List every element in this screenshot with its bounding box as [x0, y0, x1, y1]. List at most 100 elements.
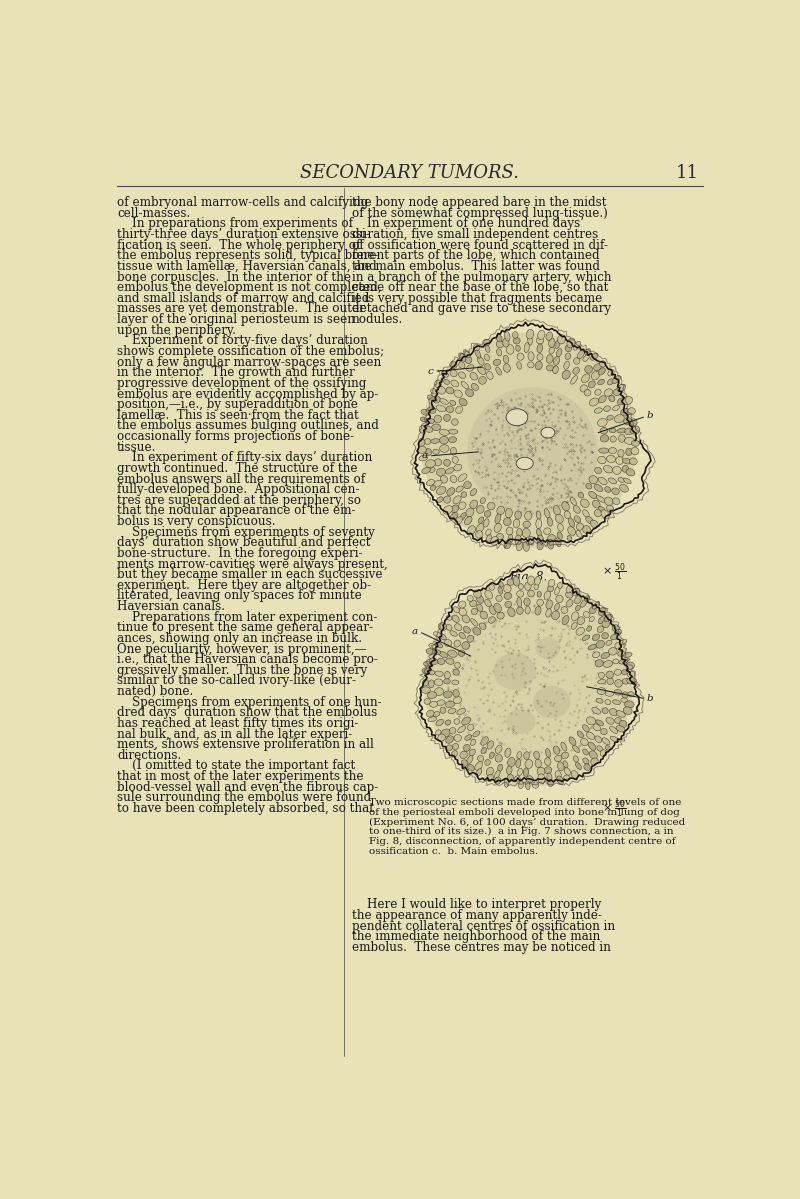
Ellipse shape: [603, 661, 613, 668]
Ellipse shape: [556, 349, 562, 357]
Ellipse shape: [444, 679, 450, 685]
Ellipse shape: [440, 707, 446, 713]
Ellipse shape: [570, 498, 577, 505]
Ellipse shape: [452, 615, 459, 622]
Ellipse shape: [423, 662, 431, 667]
Ellipse shape: [488, 616, 495, 623]
Text: i.e., that the Haversian canals become pro-: i.e., that the Haversian canals become p…: [117, 653, 378, 667]
Ellipse shape: [549, 347, 554, 354]
Ellipse shape: [490, 752, 494, 759]
Text: the appearance of many apparently inde-: the appearance of many apparently inde-: [352, 909, 602, 922]
Text: sule surrounding the embolus were found: sule surrounding the embolus were found: [117, 791, 371, 805]
Ellipse shape: [536, 511, 541, 519]
Ellipse shape: [427, 692, 437, 699]
Ellipse shape: [508, 758, 515, 767]
Ellipse shape: [446, 468, 454, 474]
Ellipse shape: [461, 381, 469, 388]
Ellipse shape: [534, 577, 540, 585]
Text: layer of the original periosteum is seen: layer of the original periosteum is seen: [117, 313, 355, 326]
Ellipse shape: [513, 577, 519, 586]
Ellipse shape: [498, 586, 502, 595]
Ellipse shape: [600, 428, 608, 434]
Text: Specimens from experiments of one hun-: Specimens from experiments of one hun-: [117, 695, 382, 709]
Ellipse shape: [585, 596, 590, 602]
Ellipse shape: [598, 477, 607, 484]
Ellipse shape: [523, 752, 530, 759]
Ellipse shape: [435, 643, 442, 647]
Ellipse shape: [596, 495, 606, 502]
Ellipse shape: [586, 483, 592, 489]
Ellipse shape: [574, 342, 581, 350]
Ellipse shape: [473, 731, 480, 737]
Ellipse shape: [622, 679, 630, 685]
Ellipse shape: [507, 775, 514, 782]
Text: the bony node appeared bare in the midst: the bony node appeared bare in the midst: [352, 197, 606, 210]
Text: Experiment of forty-five days’ duration: Experiment of forty-five days’ duration: [117, 335, 368, 348]
Ellipse shape: [610, 736, 619, 742]
Ellipse shape: [517, 752, 522, 759]
Ellipse shape: [503, 584, 511, 592]
Ellipse shape: [418, 446, 426, 453]
Ellipse shape: [558, 583, 563, 589]
Text: in the interior.  The growth and further: in the interior. The growth and further: [117, 366, 355, 379]
Ellipse shape: [522, 529, 530, 537]
Text: pendent collateral centres of ossification in: pendent collateral centres of ossificati…: [352, 920, 615, 933]
Text: tissue.: tissue.: [117, 441, 157, 453]
Ellipse shape: [557, 776, 563, 784]
Ellipse shape: [454, 607, 459, 613]
Ellipse shape: [506, 344, 514, 354]
Ellipse shape: [477, 604, 482, 611]
Text: literated, leaving only spaces for minute: literated, leaving only spaces for minut…: [117, 590, 362, 602]
Ellipse shape: [432, 424, 441, 430]
Ellipse shape: [438, 622, 446, 631]
Ellipse shape: [567, 338, 575, 348]
Ellipse shape: [628, 692, 634, 697]
Text: ferent parts of the lobe, which contained: ferent parts of the lobe, which containe…: [352, 249, 599, 263]
Ellipse shape: [596, 719, 604, 725]
Ellipse shape: [614, 689, 622, 695]
Ellipse shape: [621, 698, 628, 703]
Ellipse shape: [451, 380, 458, 387]
Text: detached and gave rise to these secondary: detached and gave rise to these secondar…: [352, 302, 611, 315]
Ellipse shape: [537, 344, 542, 353]
Ellipse shape: [574, 596, 582, 604]
Ellipse shape: [544, 528, 551, 535]
Ellipse shape: [547, 585, 554, 592]
Ellipse shape: [594, 408, 602, 414]
Ellipse shape: [600, 749, 607, 757]
Ellipse shape: [458, 474, 467, 482]
Ellipse shape: [526, 330, 534, 339]
Ellipse shape: [464, 482, 471, 489]
Ellipse shape: [454, 390, 462, 398]
Ellipse shape: [507, 579, 514, 585]
Ellipse shape: [619, 721, 627, 728]
Ellipse shape: [515, 535, 522, 546]
Ellipse shape: [555, 537, 561, 547]
Ellipse shape: [534, 584, 538, 590]
Ellipse shape: [426, 459, 435, 468]
Ellipse shape: [502, 338, 509, 347]
Ellipse shape: [517, 597, 522, 607]
Ellipse shape: [443, 506, 453, 514]
Ellipse shape: [444, 414, 450, 421]
Ellipse shape: [582, 724, 590, 731]
Ellipse shape: [485, 600, 491, 607]
Ellipse shape: [466, 388, 474, 397]
Ellipse shape: [555, 514, 563, 523]
Ellipse shape: [513, 332, 518, 338]
Ellipse shape: [478, 366, 486, 374]
Ellipse shape: [432, 650, 441, 655]
Ellipse shape: [434, 459, 442, 466]
Ellipse shape: [607, 677, 614, 685]
Ellipse shape: [454, 718, 460, 724]
Ellipse shape: [489, 605, 496, 615]
Ellipse shape: [473, 627, 481, 635]
Ellipse shape: [476, 524, 484, 532]
Ellipse shape: [562, 752, 569, 759]
Text: progressive development of the ossifying: progressive development of the ossifying: [117, 376, 366, 390]
Ellipse shape: [453, 495, 461, 504]
Ellipse shape: [475, 761, 482, 770]
Ellipse shape: [430, 439, 440, 444]
Ellipse shape: [626, 662, 634, 670]
Ellipse shape: [554, 746, 560, 754]
